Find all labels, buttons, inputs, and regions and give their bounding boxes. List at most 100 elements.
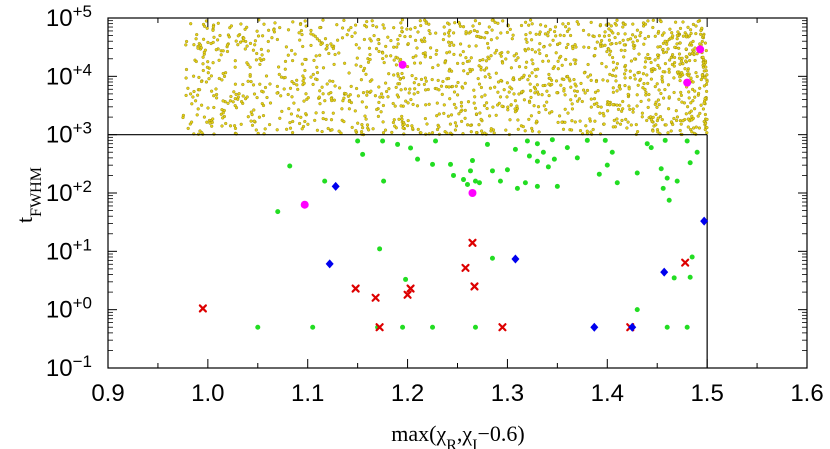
yellow-point: [414, 38, 418, 42]
yellow-point: [477, 123, 481, 127]
yellow-point: [482, 103, 487, 108]
yellow-point: [241, 94, 245, 98]
yellow-point: [668, 27, 672, 31]
yellow-point: [516, 127, 520, 131]
yellow-point: [427, 29, 431, 33]
yellow-point: [472, 101, 476, 105]
yellow-point: [467, 44, 471, 48]
yellow-point: [643, 36, 647, 41]
yellow-point: [704, 82, 709, 86]
yellow-point: [646, 56, 651, 61]
green-point: [275, 209, 281, 215]
yellow-point: [472, 28, 476, 33]
yellow-point: [529, 95, 533, 99]
yellow-point: [224, 71, 228, 75]
yellow-point: [413, 26, 417, 30]
yellow-point: [233, 59, 237, 63]
yellow-point: [184, 93, 188, 97]
green-point: [534, 158, 540, 164]
green-point: [464, 181, 470, 187]
yellow-point: [677, 52, 682, 56]
yellow-point: [386, 95, 390, 99]
yellow-point: [469, 123, 473, 127]
yellow-point: [201, 68, 205, 73]
yellow-point: [286, 53, 290, 57]
yellow-point: [654, 100, 658, 104]
yellow-point: [403, 34, 407, 39]
yellow-point: [534, 74, 538, 78]
yellow-point: [261, 34, 265, 38]
green-point: [564, 145, 570, 151]
yellow-point: [690, 114, 694, 118]
yellow-point: [689, 41, 693, 45]
yellow-point: [662, 31, 666, 35]
yellow-point: [691, 22, 695, 26]
yellow-point: [562, 33, 566, 38]
yellow-point: [666, 83, 671, 87]
yellow-point: [442, 103, 446, 107]
yellow-point: [488, 86, 492, 90]
yellow-point: [454, 124, 458, 128]
green-point: [489, 255, 495, 261]
yellow-point: [401, 126, 405, 130]
green-point: [658, 166, 664, 172]
yellow-point: [530, 129, 535, 133]
yellow-point: [498, 95, 503, 99]
yellow-point: [598, 23, 603, 27]
yellow-point: [569, 128, 574, 132]
yellow-point: [331, 46, 335, 51]
yellow-point: [192, 74, 196, 78]
yellow-point: [252, 92, 257, 96]
yellow-point: [394, 85, 398, 89]
yellow-point: [419, 77, 424, 81]
yellow-point: [612, 118, 616, 122]
yellow-point: [479, 85, 483, 90]
yellow-point: [331, 111, 335, 115]
yellow-point: [674, 109, 678, 113]
yellow-point: [525, 40, 529, 44]
yellow-point: [509, 103, 513, 107]
yellow-point: [516, 118, 520, 122]
yellow-point: [608, 49, 613, 53]
yellow-point: [537, 130, 541, 134]
yellow-point: [194, 37, 198, 41]
yellow-point: [677, 46, 681, 50]
yellow-point: [229, 94, 233, 99]
yellow-point: [290, 48, 294, 53]
yellow-point: [360, 130, 364, 134]
yellow-point: [239, 122, 243, 126]
yellow-point: [205, 26, 209, 30]
yellow-point: [638, 77, 643, 81]
yellow-point: [572, 77, 576, 82]
yellow-point: [611, 103, 615, 107]
yellow-point: [416, 30, 420, 34]
yellow-point: [663, 61, 667, 66]
yellow-point: [400, 114, 404, 118]
green-point: [512, 146, 518, 152]
yellow-point: [320, 130, 324, 134]
yellow-point: [553, 25, 558, 29]
red-point: [351, 284, 360, 293]
yellow-point: [524, 32, 528, 37]
yellow-point: [531, 62, 535, 66]
yellow-point: [442, 25, 446, 29]
yellow-point: [399, 21, 403, 25]
yellow-point: [623, 48, 627, 53]
yellow-point: [371, 127, 375, 131]
yellow-point: [415, 46, 419, 50]
green-point: [484, 141, 490, 147]
yellow-point: [533, 50, 537, 54]
yellow-point: [524, 60, 529, 64]
yellow-point: [596, 104, 600, 109]
yellow-point: [677, 97, 681, 101]
yellow-point: [499, 31, 503, 35]
yellow-point: [550, 110, 554, 114]
yellow-point: [387, 72, 391, 76]
yellow-point: [686, 25, 690, 29]
yellow-point: [414, 76, 418, 81]
yellow-point: [581, 88, 586, 92]
yellow-point: [376, 38, 380, 42]
yellow-point: [317, 95, 321, 99]
yellow-point: [693, 89, 697, 93]
yellow-point: [453, 128, 457, 132]
